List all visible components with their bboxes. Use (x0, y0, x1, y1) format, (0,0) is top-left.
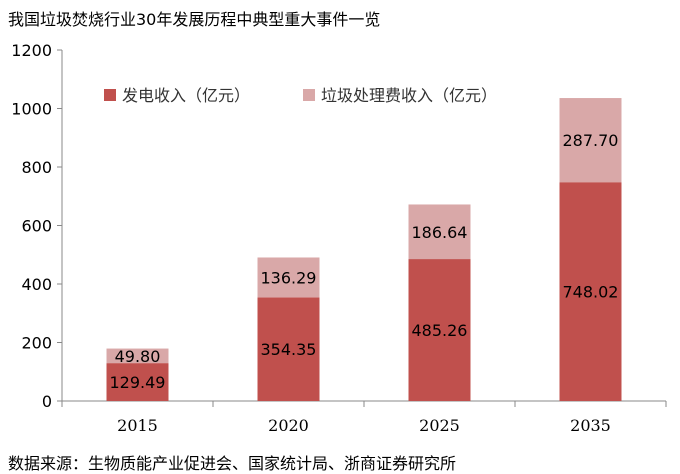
data-label: 485.26 (412, 321, 468, 340)
x-category-label: 2025 (419, 416, 460, 435)
data-label: 748.02 (563, 283, 619, 302)
y-tick-label: 400 (21, 275, 52, 294)
legend-label: 垃圾处理费收入（亿元） (321, 86, 497, 105)
y-tick-label: 1200 (11, 41, 52, 60)
bar-segment (106, 363, 169, 401)
data-label: 129.49 (110, 373, 166, 392)
bar-segment (257, 297, 320, 401)
bar-segment (106, 348, 169, 364)
bar-segment (559, 98, 622, 183)
bar-segment (408, 259, 471, 401)
data-label: 186.64 (412, 223, 468, 242)
x-category-label: 2035 (570, 416, 611, 435)
y-tick-label: 800 (21, 158, 52, 177)
bar-segment (408, 204, 471, 260)
x-category-label: 2015 (117, 416, 158, 435)
data-label: 49.80 (115, 347, 161, 366)
x-category-label: 2020 (268, 416, 309, 435)
y-tick-label: 600 (21, 217, 52, 236)
y-tick-label: 200 (21, 334, 52, 353)
chart-title: 我国垃圾焚烧行业30年发展历程中典型重大事件一览 (8, 10, 381, 29)
legend-swatch (303, 89, 315, 101)
data-label: 136.29 (261, 268, 317, 287)
source-note: 数据来源：生物质能产业促进会、国家统计局、浙商证券研究所 (8, 454, 457, 473)
y-tick-label: 1000 (11, 100, 52, 119)
y-tick-label: 0 (42, 392, 52, 411)
data-label: 354.35 (261, 340, 317, 359)
legend-swatch (104, 89, 116, 101)
bar-segment (559, 182, 622, 401)
bar-segment (257, 257, 320, 298)
legend-label: 发电收入（亿元） (122, 86, 250, 105)
data-label: 287.70 (563, 131, 619, 150)
